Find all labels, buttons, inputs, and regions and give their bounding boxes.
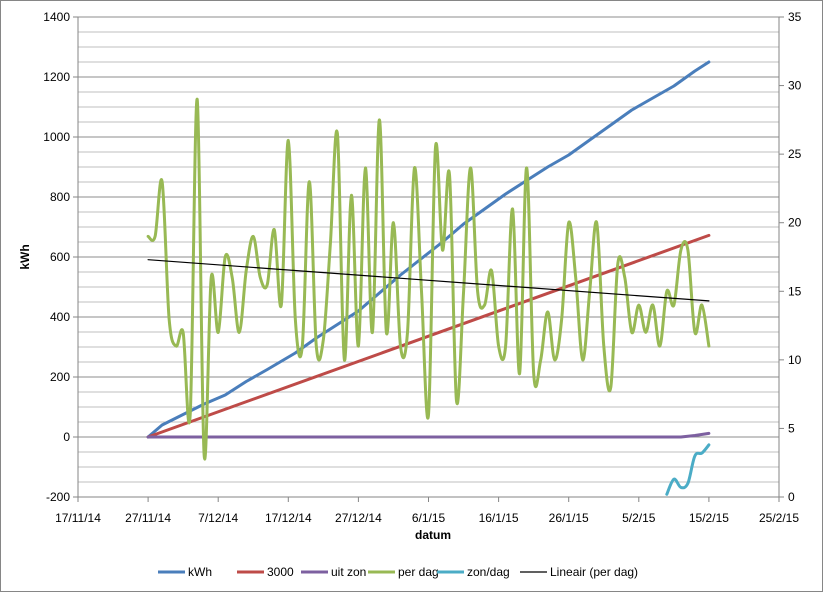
legend: kWh 3000 uit zon per dag zon/dag Lineair (per… — [158, 565, 638, 579]
legend-label: uit zon — [331, 565, 366, 579]
x-tick-label: 17/12/14 — [265, 511, 312, 525]
x-tick-label: 26/1/15 — [549, 511, 589, 525]
y-right-tick-label: 35 — [788, 10, 802, 24]
y-right-tick-label: 0 — [788, 490, 795, 504]
y-left-tick-label: 1000 — [43, 130, 70, 144]
y-right-tick-label: 30 — [788, 79, 802, 93]
legend-label: zon/dag — [467, 565, 510, 579]
y-left-tick-label: 400 — [50, 310, 70, 324]
axes — [73, 16, 784, 502]
y-left-tick-label: 0 — [63, 430, 70, 444]
plot-series — [146, 60, 711, 496]
x-tick-label: 7/12/14 — [198, 511, 238, 525]
x-tick-label: 25/2/15 — [759, 511, 799, 525]
legend-item-3000: 3000 — [237, 565, 294, 579]
y-left-tick-label: 200 — [50, 370, 70, 384]
legend-item-lineair-per-dag: Lineair (per dag) — [520, 565, 638, 579]
x-tick-label: 15/2/15 — [689, 511, 729, 525]
legend-item-kwh: kWh — [158, 565, 212, 579]
series-line-lineair-per-dag — [147, 259, 710, 302]
legend-item-zon-dag: zon/dag — [437, 565, 510, 579]
legend-label: per dag — [398, 565, 439, 579]
gridlines — [78, 16, 779, 498]
y-right-tick-label: 15 — [788, 284, 802, 298]
x-tick-label: 27/11/14 — [125, 511, 171, 525]
series-line-3000 — [146, 233, 711, 439]
y-right-tick-label: 20 — [788, 216, 802, 230]
tick-labels: -200 0 200 400 600 800 1000 1200 1400 0 5 10 15 20 25 3… — [43, 10, 801, 525]
y-left-tick-label: 1200 — [43, 70, 70, 84]
x-tick-label: 16/1/15 — [479, 511, 519, 525]
series-line-uit-zon — [146, 431, 711, 439]
y-left-tick-label: 600 — [50, 250, 70, 264]
legend-label: Lineair (per dag) — [550, 565, 638, 579]
y-left-tick-label: -200 — [46, 490, 70, 504]
x-tick-label: 27/12/14 — [335, 511, 382, 525]
y-left-tick-label: 800 — [50, 190, 70, 204]
legend-label: kWh — [188, 565, 212, 579]
series-line-zon-dag — [665, 443, 711, 496]
y-axis-title: kWh — [18, 244, 32, 269]
y-right-tick-label: 5 — [788, 421, 795, 435]
x-tick-label: 5/2/15 — [622, 511, 656, 525]
y-right-tick-label: 25 — [788, 147, 802, 161]
x-tick-label: 17/11/14 — [55, 511, 101, 525]
y-left-tick-label: 1400 — [43, 10, 70, 24]
y-right-tick-label: 10 — [788, 353, 802, 367]
legend-item-per-dag: per dag — [368, 565, 439, 579]
x-axis-title: datum — [415, 528, 451, 542]
x-tick-label: 6/1/15 — [412, 511, 446, 525]
legend-item-uit-zon: uit zon — [301, 565, 366, 579]
series-line-per-dag — [146, 97, 711, 461]
legend-label: 3000 — [267, 565, 294, 579]
